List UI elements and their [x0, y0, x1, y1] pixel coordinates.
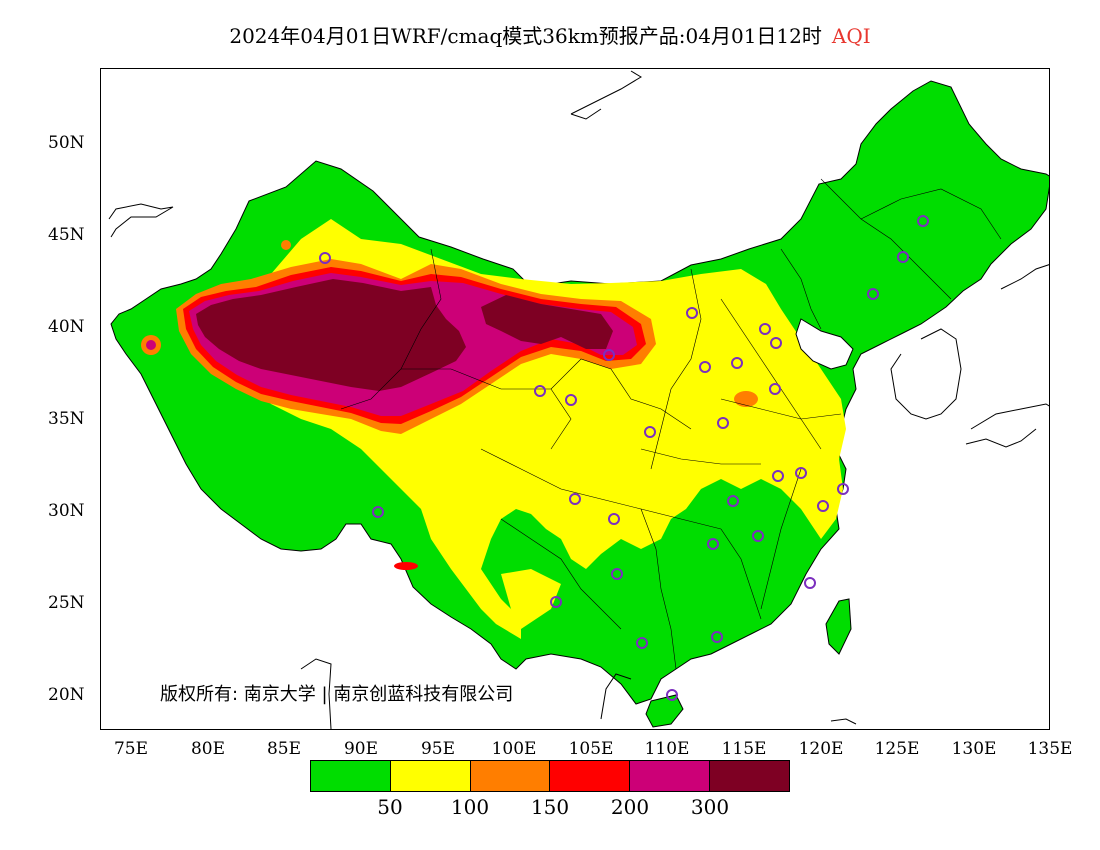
station-marker — [534, 385, 546, 397]
legend-tick-300: 300 — [690, 795, 730, 819]
station-marker — [837, 483, 849, 495]
lon-label-135e: 135E — [1027, 739, 1073, 759]
lon-label-125e: 125E — [874, 739, 920, 759]
lat-label-20n: 20N — [48, 685, 85, 705]
aqi-legend-bar — [310, 760, 790, 792]
station-marker — [711, 631, 723, 643]
station-marker — [917, 215, 929, 227]
station-marker — [867, 288, 879, 300]
station-marker — [769, 383, 781, 395]
lon-label-105e: 105E — [568, 739, 614, 759]
station-marker — [372, 506, 384, 518]
station-marker — [699, 361, 711, 373]
lon-label-80e: 80E — [190, 739, 226, 759]
station-marker — [897, 251, 909, 263]
station-marker — [795, 467, 807, 479]
map-frame — [100, 68, 1050, 730]
map-title: 2024年04月01日WRF/cmaq模式36km预报产品:04月01日12时 A… — [0, 20, 1100, 49]
station-markers — [319, 215, 929, 701]
aqi-map — [108, 70, 1049, 729]
aqi-maroon-zone — [196, 279, 466, 391]
station-marker — [770, 337, 782, 349]
aqi-hotspot-south — [394, 562, 418, 570]
station-marker — [686, 307, 698, 319]
aqi-hotspot-north — [281, 240, 291, 250]
station-marker — [636, 637, 648, 649]
lon-label-115e: 115E — [721, 739, 767, 759]
hainan-island — [645, 694, 684, 728]
station-marker — [603, 349, 615, 361]
station-marker — [550, 596, 562, 608]
station-marker — [565, 394, 577, 406]
station-marker — [727, 495, 739, 507]
neighbour-coastlines — [108, 70, 1049, 729]
station-marker — [644, 426, 656, 438]
legend-tick-150: 150 — [530, 795, 570, 819]
station-marker — [319, 252, 331, 264]
lat-label-35n: 35N — [48, 409, 85, 429]
province-borders — [340, 178, 1002, 670]
lon-label-75e: 75E — [113, 739, 149, 759]
station-marker — [707, 538, 719, 550]
station-marker — [804, 577, 816, 589]
station-marker — [717, 417, 729, 429]
lat-label-45n: 45N — [48, 225, 85, 245]
legend-tick-50: 50 — [377, 795, 403, 819]
lon-label-110e: 110E — [644, 739, 690, 759]
lon-label-85e: 85E — [266, 739, 302, 759]
station-marker — [731, 357, 743, 369]
aqi-hotspot-west-core — [146, 340, 156, 350]
legend-swatch-6 — [710, 761, 789, 791]
title-text: 2024年04月01日WRF/cmaq模式36km预报产品:04月01日12时 — [229, 24, 822, 48]
lat-label-30n: 30N — [48, 501, 85, 521]
station-marker — [772, 470, 784, 482]
legend-tick-100: 100 — [450, 795, 490, 819]
station-marker — [752, 530, 764, 542]
taiwan-island — [825, 598, 852, 655]
title-variable: AQI — [831, 24, 871, 48]
lon-label-130e: 130E — [951, 739, 997, 759]
lon-label-100e: 100E — [491, 739, 537, 759]
legend-swatch-1 — [311, 761, 391, 791]
aqi-maroon-zone-east — [481, 295, 613, 349]
aqi-hotspot-east — [734, 391, 758, 407]
bohai-sea — [795, 318, 854, 370]
station-marker — [608, 513, 620, 525]
station-marker — [611, 568, 623, 580]
copyright-text: 版权所有: 南京大学 | 南京创蓝科技有限公司 — [160, 684, 514, 705]
station-marker — [759, 323, 771, 335]
station-marker — [569, 493, 581, 505]
lon-label-95e: 95E — [420, 739, 456, 759]
legend-swatch-3 — [470, 761, 551, 791]
legend-swatch-2 — [390, 761, 471, 791]
lon-label-120e: 120E — [798, 739, 844, 759]
station-marker — [817, 500, 829, 512]
lon-label-90e: 90E — [343, 739, 379, 759]
legend-swatch-4 — [550, 761, 631, 791]
lat-label-25n: 25N — [48, 593, 85, 613]
legend-swatch-5 — [630, 761, 711, 791]
legend-tick-200: 200 — [610, 795, 650, 819]
station-marker — [666, 689, 678, 701]
lat-label-40n: 40N — [48, 317, 85, 337]
aqi-yellow-south — [501, 569, 561, 629]
lat-label-50n: 50N — [48, 133, 85, 153]
